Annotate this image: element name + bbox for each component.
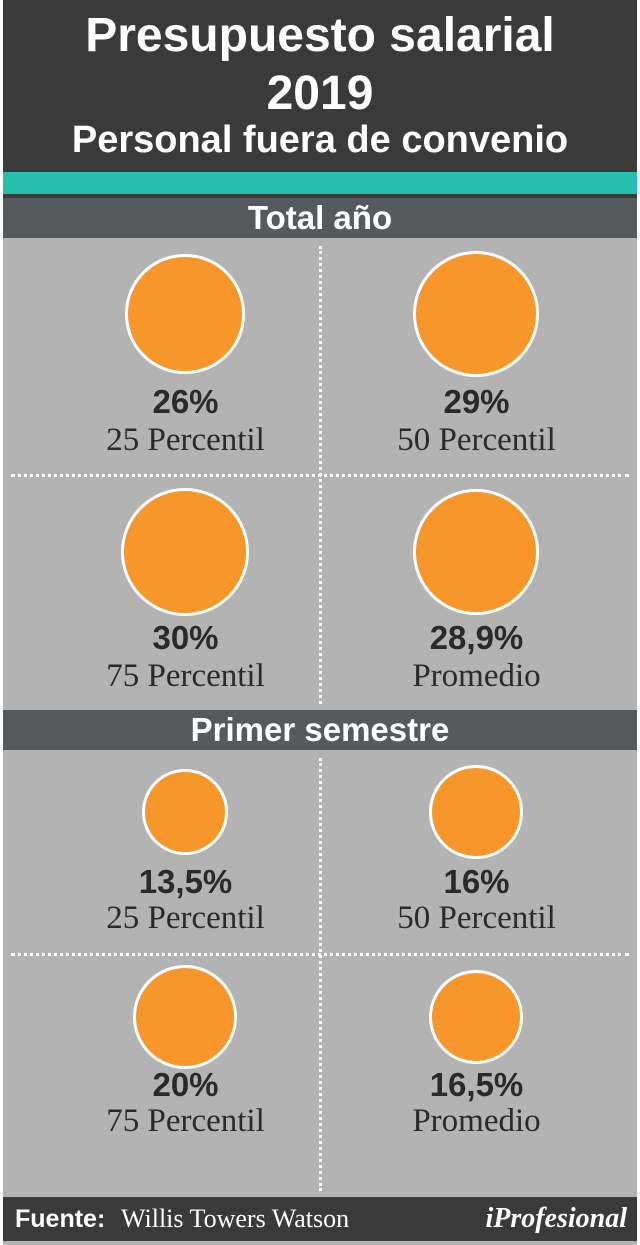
source-label: Fuente:	[15, 1205, 106, 1233]
value-bubble	[132, 964, 238, 1070]
stat-cell: 16% 50 Percentil	[320, 750, 637, 953]
value-bubble	[142, 769, 228, 855]
stat-cell: 30% 75 Percentil	[3, 474, 320, 710]
stat-cell: 29% 50 Percentil	[320, 238, 637, 474]
value-bubble	[429, 765, 523, 859]
title-line-2: 2019	[266, 67, 374, 120]
value-label: 16%	[443, 863, 510, 900]
subtitle: Personal fuera de convenio	[71, 119, 569, 161]
value-label: 16,5%	[429, 1066, 524, 1103]
stat-cell: 28,9% Promedio	[320, 474, 637, 710]
category-label: 75 Percentil	[106, 658, 265, 694]
value-label: 26%	[152, 383, 219, 420]
value-label: 28,9%	[429, 619, 524, 656]
vertical-divider	[319, 758, 322, 1191]
value-bubble	[121, 488, 249, 616]
brand-logo: iProfesional	[485, 1203, 627, 1234]
section-header-total-year: Total año	[3, 198, 637, 238]
source-value: Willis Towers Watson	[121, 1204, 350, 1233]
value-label: 29%	[443, 383, 510, 420]
value-bubble	[125, 254, 245, 374]
section-panel-first-semester: 13,5% 25 Percentil 16% 50 Percentil 20% 75 Pe…	[3, 750, 637, 1197]
stat-cell: 20% 75 Percentil	[3, 953, 320, 1156]
horizontal-divider	[11, 953, 629, 956]
stat-cell: 16,5% Promedio	[320, 953, 637, 1156]
value-bubble	[413, 251, 539, 377]
divider-bar	[3, 194, 637, 198]
category-label: 50 Percentil	[397, 900, 556, 936]
category-label: 75 Percentil	[106, 1103, 265, 1139]
footer: Fuente: Willis Towers Watson iProfesiona…	[3, 1197, 637, 1241]
accent-bar	[3, 172, 637, 194]
category-label: Promedio	[412, 658, 541, 694]
category-label: 50 Percentil	[397, 422, 556, 458]
value-bubble	[428, 969, 524, 1065]
value-label: 30%	[152, 619, 219, 656]
section-panel-total-year: 26% 25 Percentil 29% 50 Percentil 30% 75 Perc…	[3, 238, 637, 710]
value-label: 20%	[152, 1066, 219, 1103]
section-header-first-semester: Primer semestre	[3, 710, 637, 750]
category-label: Promedio	[412, 1103, 541, 1139]
category-label: 25 Percentil	[106, 422, 265, 458]
stat-cell: 13,5% 25 Percentil	[3, 750, 320, 953]
title-line-1: Presupuesto salarial	[85, 9, 555, 62]
value-bubble	[413, 489, 539, 615]
horizontal-divider	[11, 474, 629, 477]
value-label: 13,5%	[138, 863, 233, 900]
category-label: 25 Percentil	[106, 900, 265, 936]
header: Presupuesto salarial 2019 Personal fuera…	[3, 0, 637, 172]
stat-cell: 26% 25 Percentil	[3, 238, 320, 474]
